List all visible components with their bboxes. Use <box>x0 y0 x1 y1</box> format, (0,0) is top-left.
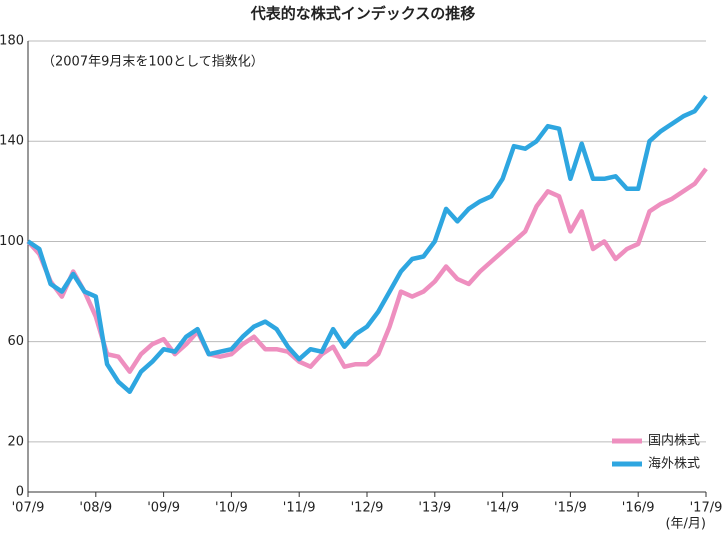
y-tick-label: 180 <box>0 34 24 49</box>
series-line <box>26 94 708 395</box>
legend-label: 国内株式 <box>648 433 700 449</box>
x-unit: (年/月) <box>665 517 706 532</box>
x-tick-label: '13/9 <box>418 501 451 516</box>
x-tick-label: '14/9 <box>486 501 519 516</box>
y-tick-label: 100 <box>0 234 24 249</box>
x-tick-label: '12/9 <box>351 501 384 516</box>
chart-title: 代表的な株式インデックスの推移 <box>250 5 476 23</box>
chart-subtitle: （2007年9月末を100として指数化） <box>42 55 264 70</box>
x-tick-label: '10/9 <box>215 501 248 516</box>
x-tick-label: '15/9 <box>554 501 587 516</box>
x-tick-label: '11/9 <box>283 501 316 516</box>
y-tick-label: 140 <box>0 134 24 149</box>
y-tick-label: 20 <box>7 434 24 449</box>
x-tick-label: '07/9 <box>12 501 45 516</box>
y-tick-label: 0 <box>16 485 24 500</box>
legend-label: 海外株式 <box>648 457 700 472</box>
x-tick-label: '16/9 <box>622 501 655 516</box>
x-tick-label: '08/9 <box>79 501 112 516</box>
x-tick-label: '17/9 <box>690 501 723 516</box>
y-tick-label: 60 <box>7 334 24 349</box>
series-line <box>26 167 708 374</box>
x-tick-label: '09/9 <box>147 501 180 516</box>
